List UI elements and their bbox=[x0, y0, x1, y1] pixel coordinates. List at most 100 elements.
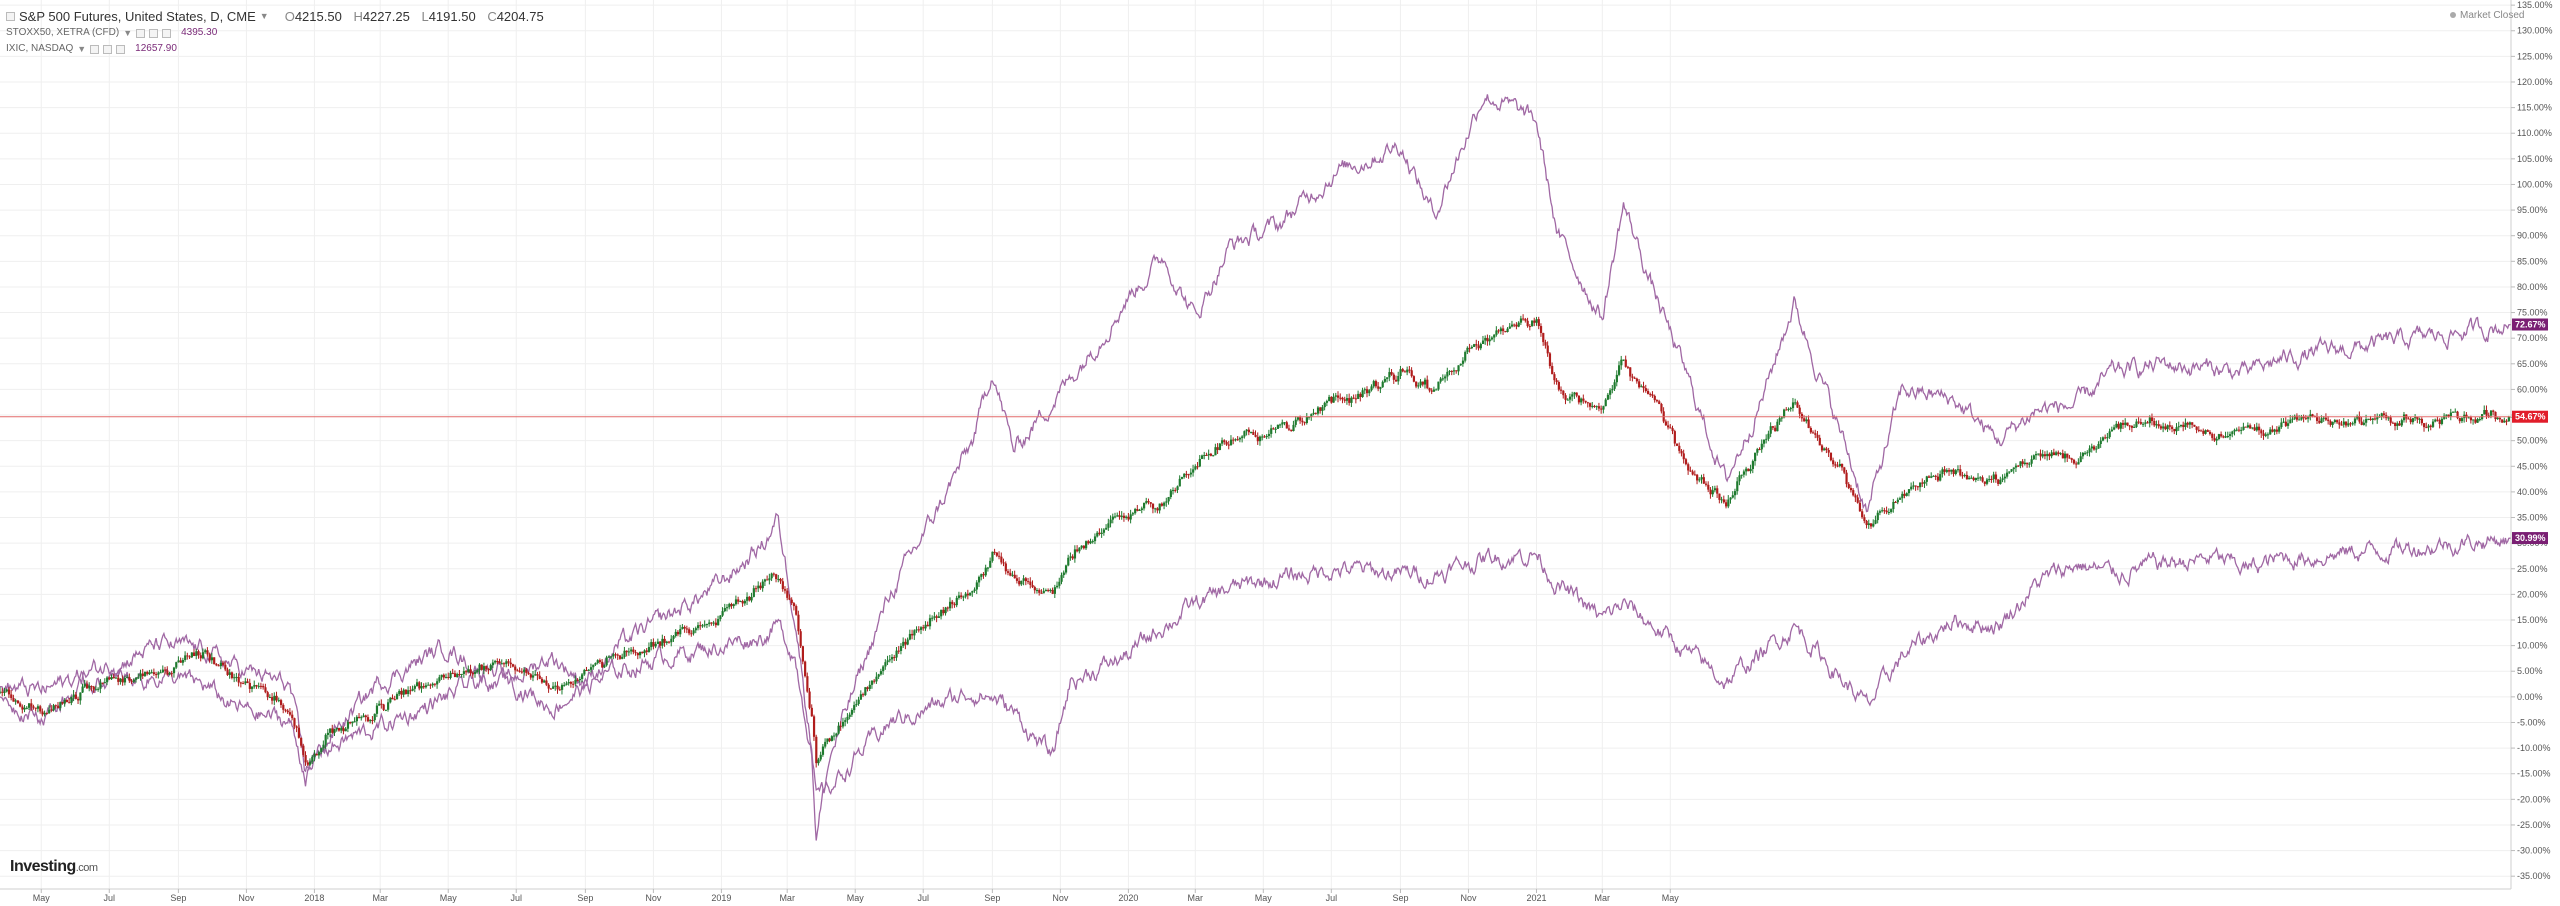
candle-body bbox=[54, 705, 57, 707]
candle-body bbox=[953, 604, 956, 606]
candle-body bbox=[1729, 497, 1732, 500]
candle-body bbox=[143, 671, 147, 676]
candle-body bbox=[2150, 417, 2154, 422]
grid bbox=[0, 0, 2511, 889]
candle-body bbox=[672, 636, 675, 639]
candle-body bbox=[1058, 581, 1061, 586]
candle-body bbox=[253, 685, 256, 687]
candle-body bbox=[2179, 424, 2183, 427]
candle-body bbox=[366, 717, 370, 722]
candle-body bbox=[447, 676, 450, 678]
settings-icon[interactable] bbox=[103, 44, 113, 54]
candle-body bbox=[2320, 418, 2323, 423]
candle-body bbox=[2476, 419, 2479, 423]
candle-body bbox=[291, 714, 294, 719]
candle-body bbox=[518, 670, 521, 672]
visibility-toggle-icon[interactable] bbox=[90, 44, 100, 54]
candle-body bbox=[1994, 474, 1998, 480]
candle-body bbox=[23, 707, 26, 710]
candle-body bbox=[369, 720, 372, 722]
candle-body bbox=[2302, 417, 2305, 419]
candle-body bbox=[819, 754, 822, 760]
candle-body bbox=[917, 629, 920, 631]
legend-compare-row[interactable]: STOXX50, XETRA (CFD) ▼ 4395.30 bbox=[6, 25, 552, 41]
candle-body bbox=[696, 625, 700, 629]
candle-body bbox=[1004, 563, 1007, 572]
candle-body bbox=[1664, 421, 1668, 426]
legend-main-row[interactable]: S&P 500 Futures, United States, D, CME ▼… bbox=[6, 8, 552, 25]
candle-body bbox=[835, 733, 838, 736]
candle-body bbox=[1437, 381, 1440, 390]
candle-body bbox=[2110, 429, 2114, 432]
candle-body bbox=[1622, 359, 1625, 361]
candle-body bbox=[1448, 370, 1451, 372]
candle-body bbox=[1789, 408, 1792, 410]
candle-body bbox=[400, 690, 403, 695]
candle-body bbox=[1441, 378, 1445, 380]
candle-body bbox=[643, 650, 646, 654]
candle-body bbox=[1303, 422, 1306, 424]
candle-body bbox=[1169, 490, 1172, 498]
candle-body bbox=[1134, 508, 1137, 514]
time-axis[interactable]: May Jul Sep Nov 2018 Mar May Jul Sep Nov 2019 Mar Ma… bbox=[33, 889, 1680, 903]
remove-icon[interactable] bbox=[162, 28, 172, 38]
candle-body bbox=[676, 631, 680, 635]
candle-body bbox=[1751, 461, 1754, 470]
main-symbol-title[interactable]: S&P 500 Futures, United States, D, CME bbox=[19, 9, 256, 24]
candle-body bbox=[1840, 463, 1844, 468]
candle-body bbox=[1308, 416, 1311, 418]
settings-icon[interactable] bbox=[149, 28, 159, 38]
candle-body bbox=[2465, 414, 2468, 418]
chevron-down-icon[interactable]: ▼ bbox=[259, 11, 269, 21]
candle-body bbox=[184, 655, 187, 660]
candle-body bbox=[1446, 371, 1449, 377]
candle-body bbox=[1667, 425, 1670, 428]
candle-body bbox=[1350, 397, 1353, 403]
candle-body bbox=[650, 642, 653, 648]
candle-body bbox=[1961, 475, 1964, 477]
candle-body bbox=[128, 677, 131, 681]
candle-body bbox=[83, 684, 86, 687]
candle-body bbox=[1386, 377, 1389, 379]
compare-symbol[interactable]: STOXX50, XETRA (CFD) bbox=[6, 27, 120, 38]
candle-body bbox=[2046, 453, 2049, 457]
candle-body bbox=[995, 552, 999, 556]
candle-body bbox=[1609, 390, 1612, 395]
chevron-down-icon[interactable]: ▼ bbox=[123, 28, 133, 38]
candle-body bbox=[1981, 477, 1984, 482]
candle-body bbox=[1930, 476, 1933, 478]
price-axis[interactable]: 135.00% 130.00% 125.00% 120.00% 115.00% 110.0… bbox=[2511, 0, 2553, 881]
candle-body bbox=[282, 704, 285, 710]
candle-body bbox=[1363, 389, 1366, 391]
candle-body bbox=[511, 664, 515, 667]
candle-body bbox=[1557, 382, 1560, 390]
candle-body bbox=[1544, 342, 1547, 346]
candle-body bbox=[623, 650, 626, 657]
candle-body bbox=[181, 659, 185, 663]
candle-body bbox=[937, 616, 941, 618]
candle-body bbox=[520, 671, 524, 673]
candle-body bbox=[1330, 396, 1333, 403]
remove-icon[interactable] bbox=[116, 44, 126, 54]
candle-body bbox=[2347, 423, 2350, 426]
candle-body bbox=[1321, 407, 1324, 411]
candle-body bbox=[663, 638, 666, 643]
candle-body bbox=[694, 628, 697, 631]
visibility-toggle-icon[interactable] bbox=[136, 28, 146, 38]
candle-body bbox=[1457, 365, 1460, 372]
candle-body bbox=[565, 683, 568, 685]
candle-body bbox=[1310, 414, 1313, 417]
collapse-toggle-icon[interactable] bbox=[6, 12, 15, 21]
candle-body bbox=[1506, 328, 1509, 332]
compare-symbol[interactable]: IXIC, NASDAQ bbox=[6, 43, 74, 54]
candle-body bbox=[1372, 381, 1375, 387]
candle-body bbox=[48, 709, 51, 714]
chevron-down-icon[interactable]: ▼ bbox=[77, 44, 87, 54]
candle-body bbox=[2084, 452, 2087, 454]
candle-body bbox=[1305, 416, 1308, 423]
candle-body bbox=[935, 616, 938, 618]
candle-body bbox=[1163, 502, 1166, 506]
candle-body bbox=[1040, 592, 1043, 594]
legend-compare-row[interactable]: IXIC, NASDAQ ▼ 12657.90 bbox=[6, 41, 552, 57]
